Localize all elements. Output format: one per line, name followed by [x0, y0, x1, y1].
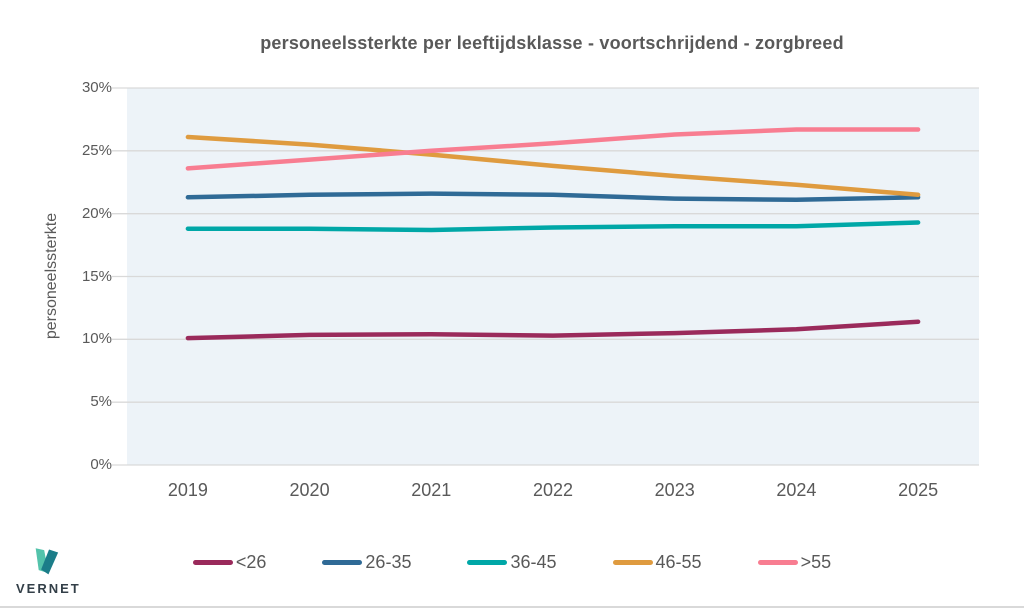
series-line-36-45 — [185, 220, 921, 233]
legend-item-36-45: 36-45 — [467, 552, 557, 573]
y-axis-tick-label: 0% — [90, 456, 112, 473]
legend-label: >55 — [800, 552, 832, 572]
y-axis-tick-label: 10% — [81, 330, 112, 348]
series-line-46-55 — [185, 134, 921, 198]
y-axis-tick-label: 15% — [81, 267, 112, 285]
vernet-logo-v-icon — [35, 548, 59, 575]
legend-label: 26-35 — [365, 552, 412, 572]
line-chart-plot-area — [112, 87, 979, 466]
y-axis-tick-label: 25% — [81, 141, 112, 159]
series-line-<26 — [185, 319, 921, 341]
legend-item-<26: <26 — [192, 552, 267, 573]
legend-item-26-35: 26-35 — [322, 552, 411, 573]
series-line-26-35 — [185, 191, 921, 203]
legend-label: <26 — [235, 552, 267, 572]
legend-swatch-icon — [612, 560, 653, 565]
y-axis-tick-label: 30% — [81, 79, 112, 96]
legend-swatch-icon — [192, 560, 233, 565]
chart-legend: <26 26-35 36-45 46-55 >55 — [0, 552, 1024, 573]
bottom-divider — [0, 606, 1024, 608]
x-axis-tick-label: 2020 — [289, 480, 330, 500]
y-axis-tick-label: 20% — [81, 204, 112, 222]
x-axis-tick-label: 2023 — [654, 480, 695, 500]
series-line->55 — [185, 127, 921, 171]
legend-swatch-icon — [322, 560, 363, 565]
x-axis-tick-label: 2025 — [898, 480, 939, 500]
x-axis-tick-label: 2021 — [411, 480, 452, 500]
legend-item-46-55: 46-55 — [612, 552, 702, 573]
x-axis-tick-label: 2019 — [167, 480, 208, 500]
chart-title: personeelssterkte per leeftijdsklasse - … — [260, 33, 844, 53]
y-axis-tick-label: 5% — [90, 393, 112, 411]
legend-item->55: >55 — [757, 552, 832, 573]
legend-label: 46-55 — [655, 552, 702, 572]
vernet-logo-right-stroke — [41, 549, 59, 575]
x-axis-tick-label: 2024 — [776, 480, 817, 500]
legend-swatch-icon — [467, 560, 508, 565]
vernet-logo-text: VERNET — [16, 581, 81, 596]
x-axis-tick-label: 2022 — [532, 480, 574, 500]
vernet-logo: VERNET — [16, 544, 96, 604]
legend-swatch-icon — [757, 560, 798, 565]
legend-label: 36-45 — [510, 552, 557, 572]
